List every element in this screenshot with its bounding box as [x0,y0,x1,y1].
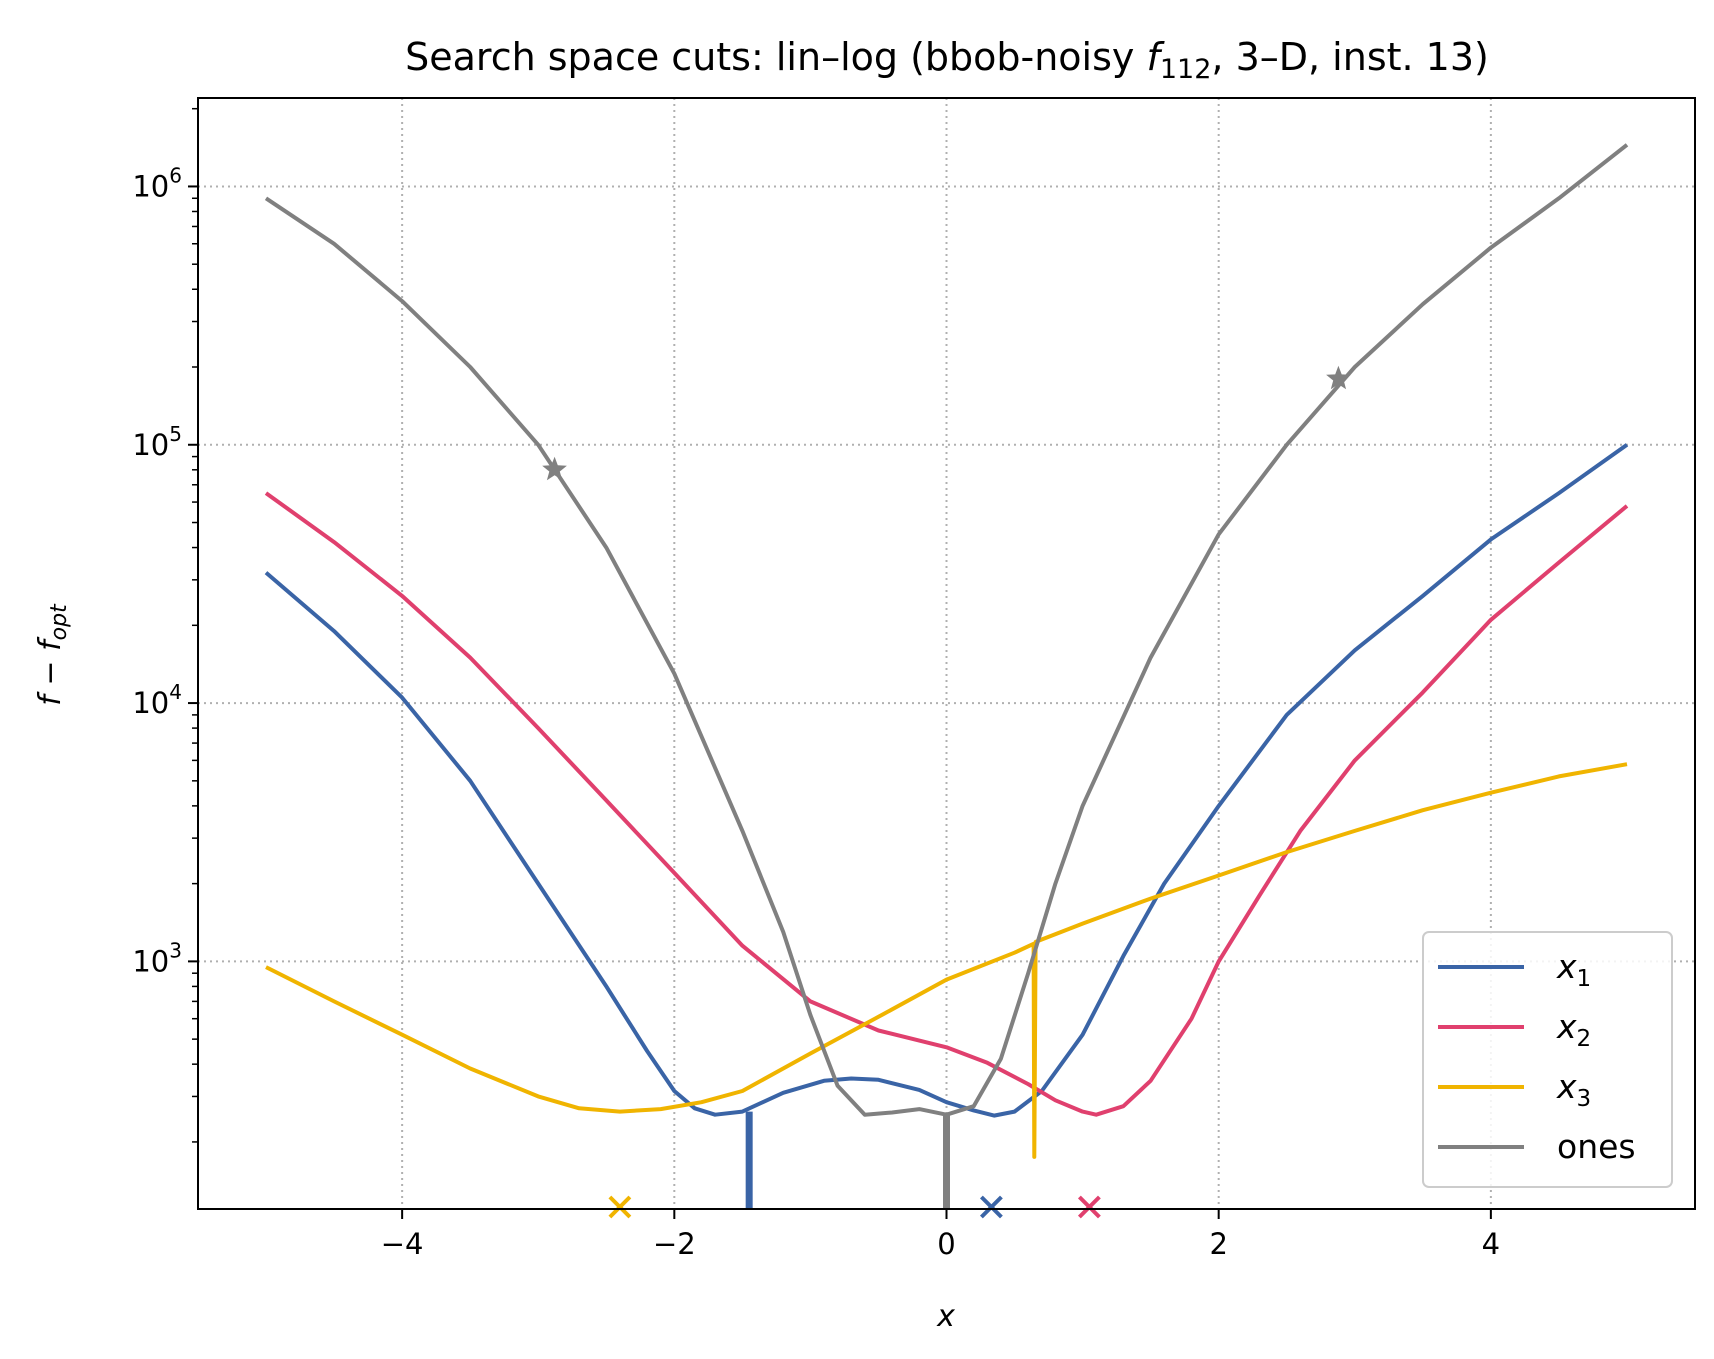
star-marker-ones [1326,365,1351,390]
legend-item-x2: x2 [1438,1007,1591,1052]
y-axis-label-main: f − f [33,636,68,706]
x-tick-label: 4 [1482,1227,1500,1261]
y-axis-label: f − fopt [33,603,72,706]
chart-title-suffix: , 3–D, inst. 13) [1211,35,1488,79]
y-axis-ticks: 103 104 105 106 [132,107,198,1143]
legend-label: x1 [1556,947,1591,992]
legend-item-ones: ones [1438,1127,1636,1166]
marker-layer [542,365,1351,1219]
series-line-x3 [265,762,1628,1159]
series-line-ones [264,143,1629,1117]
star-marker-ones [542,456,567,481]
legend-box [1422,931,1673,1188]
x-tick-label: −2 [653,1227,696,1261]
chart-title-function-sub: 112 [1160,54,1212,85]
legend-item-x3: x3 [1438,1067,1591,1112]
chart-title-prefix: Search space cuts: lin–log (bbob-noisy [405,35,1146,79]
x-marker-x1 [979,1195,1003,1219]
legend: x1 x2 x3 ones [1422,931,1673,1188]
legend-label: ones [1557,1127,1636,1166]
chart-title: Search space cuts: lin–log (bbob-noisy f… [405,35,1489,85]
x-axis-label: x [936,1299,955,1334]
x-tick-label: 0 [937,1227,955,1261]
x-tick-label: −4 [381,1227,424,1261]
y-tick-label: 103 [132,938,182,978]
y-tick-label: 104 [132,680,182,720]
y-tick-label: 106 [132,163,182,203]
x-axis-ticks: −4 −2 0 2 4 [381,1209,1500,1261]
y-axis-label-sub: opt [47,603,72,640]
plot-area [264,143,1629,1209]
series-line-x1 [264,443,1629,1118]
x-marker-x3 [608,1195,632,1219]
legend-label: x3 [1556,1067,1591,1112]
legend-label: x2 [1556,1007,1591,1052]
x-tick-label: 2 [1209,1227,1227,1261]
series-line-x2 [264,491,1629,1117]
y-tick-label: 105 [132,422,182,462]
x-marker-x2 [1077,1195,1101,1219]
legend-item-x1: x1 [1438,947,1591,992]
